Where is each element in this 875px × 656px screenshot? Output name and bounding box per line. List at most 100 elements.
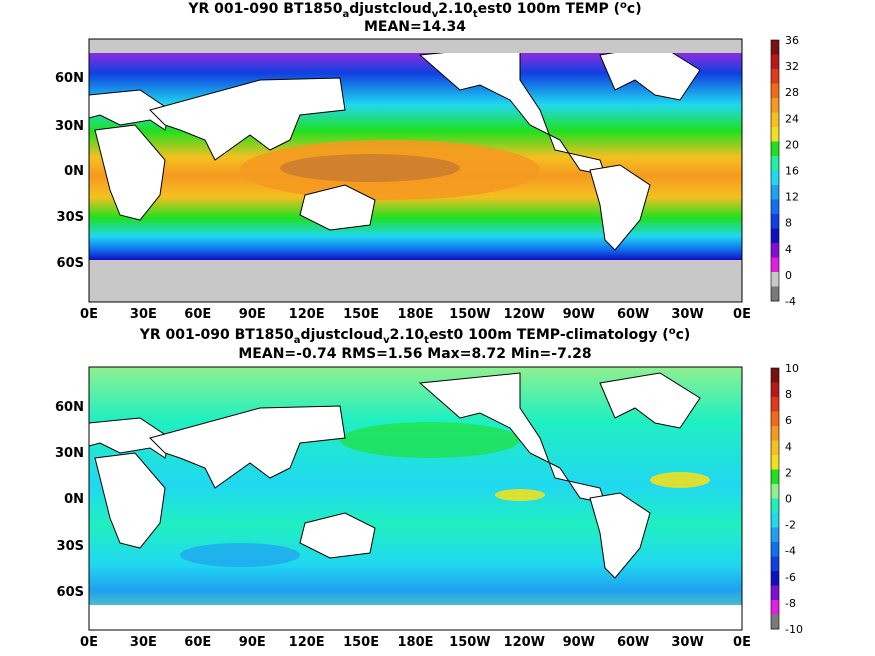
bottom-ocean-field	[89, 367, 742, 630]
top-colorbar-swatch	[771, 127, 779, 142]
top-colorbar-tick: -4	[785, 295, 796, 308]
top-colorbar-swatch	[771, 243, 779, 258]
bottom-lon-label: 0E	[80, 635, 98, 650]
bottom-colorbar-tick: 2	[785, 466, 792, 479]
bottom-colorbar-tick: 8	[785, 388, 792, 401]
bottom-map	[88, 366, 743, 631]
bottom-lon-label: 90E	[239, 635, 266, 650]
top-colorbar-swatch	[771, 272, 779, 287]
top-lon-label: 150W	[449, 307, 490, 322]
bottom-colorbar: 10 8 6 4 2 0 -2 -4 -6 -8 -10	[770, 362, 803, 636]
bottom-colorbar-tick: -10	[785, 623, 803, 636]
top-lon-label: 120E	[289, 307, 325, 322]
bottom-lat-0N: 0N	[64, 492, 84, 507]
top-warm-core	[280, 154, 460, 182]
top-lat-60S: 60S	[57, 256, 84, 271]
top-lon-label: 30E	[130, 307, 157, 322]
top-lon-label: 150E	[343, 307, 379, 322]
top-colorbar-swatch	[771, 214, 779, 229]
top-colorbar-tick: 36	[785, 34, 799, 47]
top-colorbar-swatch	[771, 185, 779, 200]
top-colorbar-tick: 16	[785, 165, 799, 178]
bottom-colorbar-swatch	[771, 556, 779, 572]
bottom-lat-labels: 60N 30N 0N 30S 60S	[55, 400, 84, 600]
top-colorbar: 36 32 28 24 20 16 12 8 4 0 -4	[770, 34, 799, 308]
top-colorbar-swatch	[771, 112, 779, 128]
top-frame	[88, 38, 743, 303]
top-colorbar-tick: 20	[785, 138, 799, 151]
bottom-colorbar-swatch	[771, 411, 779, 427]
bottom-colorbar-tick: 4	[785, 440, 792, 453]
top-lon-label: 60W	[617, 307, 649, 322]
top-colorbar-tick: 24	[785, 112, 799, 125]
bottom-lon-label: 90W	[563, 635, 595, 650]
top-colorbar-swatch	[771, 83, 779, 99]
bottom-anomaly-2	[495, 489, 545, 501]
bottom-lon-label: 120E	[289, 635, 325, 650]
bottom-colorbar-swatch	[771, 585, 779, 601]
bottom-colorbar-swatch	[771, 484, 779, 499]
bottom-colorbar-swatch	[771, 440, 779, 456]
top-colorbar-tick: 12	[785, 191, 799, 204]
bottom-colorbar-tick: -8	[785, 597, 796, 610]
bottom-lon-label: 150W	[449, 635, 490, 650]
top-antarctic	[89, 260, 742, 302]
top-colorbar-frame	[770, 39, 780, 302]
top-lon-label: 0E	[733, 307, 751, 322]
bottom-lon-labels: 0E 30E 60E 90E 120E 150E 180E 150W 120W 90W 60W 30W…	[80, 635, 751, 650]
top-colorbar-tick: 0	[785, 269, 792, 282]
bottom-lat-30N: 30N	[55, 446, 84, 461]
bottom-lat-60N: 60N	[55, 400, 84, 415]
top-colorbar-swatch	[771, 141, 779, 157]
top-colorbar-tick: 32	[785, 60, 799, 73]
bottom-anomaly-1	[340, 422, 520, 458]
top-colorbar-swatch	[771, 257, 779, 273]
bottom-colorbar-tick: -6	[785, 571, 796, 584]
bottom-colorbar-tick: 10	[785, 362, 799, 375]
top-colorbar-swatch	[771, 199, 779, 215]
top-colorbar-swatch	[771, 228, 779, 244]
top-lat-30S: 30S	[57, 210, 84, 225]
bottom-lat-30S: 30S	[57, 539, 84, 554]
top-lon-labels: 0E 30E 60E 90E 120E 150E 180E 150W 120W 90W 60W 30W…	[80, 307, 751, 322]
bottom-colorbar-swatch	[771, 426, 779, 441]
bottom-anomaly-3	[650, 472, 710, 488]
top-colorbar-swatch	[771, 54, 779, 70]
bottom-colorbar-swatch	[771, 614, 779, 630]
top-lat-30N: 30N	[55, 119, 84, 134]
bottom-lon-label: 30E	[130, 635, 157, 650]
bottom-colorbar-swatch	[771, 571, 779, 586]
bottom-lon-label: 30W	[671, 635, 703, 650]
bottom-colorbar-tick: -2	[785, 519, 796, 532]
bottom-map-stats: MEAN=-0.74 RMS=1.56 Max=8.72 Min=-7.28	[238, 346, 592, 362]
top-land	[88, 44, 701, 251]
bottom-anomaly-4	[180, 543, 300, 567]
bottom-colorbar-tick: -4	[785, 545, 796, 558]
bottom-antarctic	[89, 605, 742, 630]
bottom-land	[88, 372, 701, 579]
bottom-colorbar-swatch	[771, 382, 779, 398]
bottom-lon-label: 0E	[733, 635, 751, 650]
top-lon-label: 0E	[80, 307, 98, 322]
bottom-colorbar-swatch	[771, 600, 779, 615]
top-map-stats: MEAN=14.34	[363, 19, 467, 35]
bottom-colorbar-swatch	[771, 542, 779, 557]
bottom-colorbar-swatch	[771, 469, 779, 485]
top-colorbar-swatch	[771, 69, 779, 84]
bottom-colorbar-swatch	[771, 455, 779, 470]
top-lon-label: 30W	[671, 307, 703, 322]
bottom-colorbar-frame	[770, 367, 780, 630]
top-lon-label: 180E	[397, 307, 433, 322]
top-colorbar-swatch	[771, 286, 779, 302]
bottom-colorbar-tick: 0	[785, 493, 792, 506]
bottom-lon-label: 60E	[184, 635, 211, 650]
top-lat-60N: 60N	[55, 71, 84, 86]
bottom-colorbar-tick: 6	[785, 414, 792, 427]
top-map-title: YR 001-090 BT1850adjustcloudv2.10test0 1…	[188, 0, 642, 20]
top-lat-0N: 0N	[64, 164, 84, 179]
bottom-lon-label: 120W	[504, 635, 545, 650]
top-lon-label: 120W	[504, 307, 545, 322]
bottom-lon-label: 150E	[343, 635, 379, 650]
bottom-colorbar-swatch	[771, 498, 779, 514]
